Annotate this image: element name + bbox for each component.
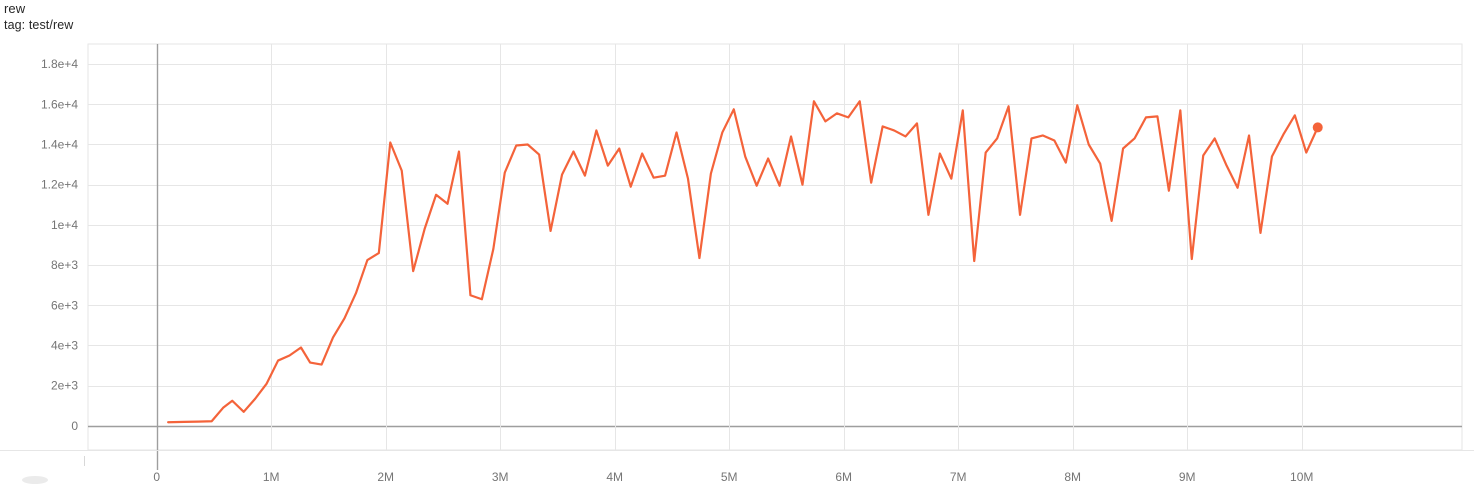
x-axis-tick-label: 0 — [153, 470, 160, 484]
bottom-left-partial-icon — [22, 476, 48, 484]
y-axis-tick-label: 4e+3 — [51, 338, 78, 352]
y-axis-tick-label: 2e+3 — [51, 379, 78, 393]
x-axis-tick-label: 1M — [263, 470, 280, 484]
end-point-marker-layer — [1312, 122, 1323, 133]
x-axis-tick-label: 3M — [492, 470, 509, 484]
axis-tick-stub — [84, 456, 85, 466]
series-line-test-rew[interactable] — [167, 100, 1319, 424]
x-axis-tick-label: 8M — [1064, 470, 1081, 484]
y-axis-tick-label: 1.8e+4 — [41, 57, 78, 71]
y-axis-tick-label: 0 — [71, 419, 78, 433]
x-axis-tick-label: 9M — [1179, 470, 1196, 484]
page-title: rew — [4, 1, 26, 16]
y-axis-tick-labels: 0 2e+3 4e+3 6e+3 8e+3 1e+4 1.2e+4 1.4e+4 1.6e+4 1… — [41, 57, 78, 433]
y-axis-tick-label: 1.6e+4 — [41, 97, 78, 111]
x-axis-tick-label: 10M — [1290, 470, 1313, 484]
x-axis-tick-label: 5M — [721, 470, 738, 484]
y-axis-tick-label: 8e+3 — [51, 258, 78, 272]
y-axis-tick-label: 1e+4 — [51, 218, 78, 232]
y-axis-tick-label: 1.2e+4 — [41, 178, 78, 192]
x-axis-tick-label: 7M — [950, 470, 967, 484]
y-axis-tick-label: 6e+3 — [51, 298, 78, 312]
series-end-marker — [1312, 122, 1323, 133]
x-axis-tick-label: 4M — [606, 470, 623, 484]
grid-lines — [87, 43, 1463, 470]
data-series-layer[interactable] — [167, 100, 1319, 424]
y-axis-tick-label: 1.4e+4 — [41, 137, 78, 151]
x-axis-tick-label: 2M — [377, 470, 394, 484]
x-axis-tick-labels: 0 1M 2M 3M 4M 5M 6M 7M 8M 9M 10M — [153, 470, 1313, 484]
chart-tag-label: tag: test/rew — [4, 18, 74, 32]
x-axis-tick-label: 6M — [835, 470, 852, 484]
